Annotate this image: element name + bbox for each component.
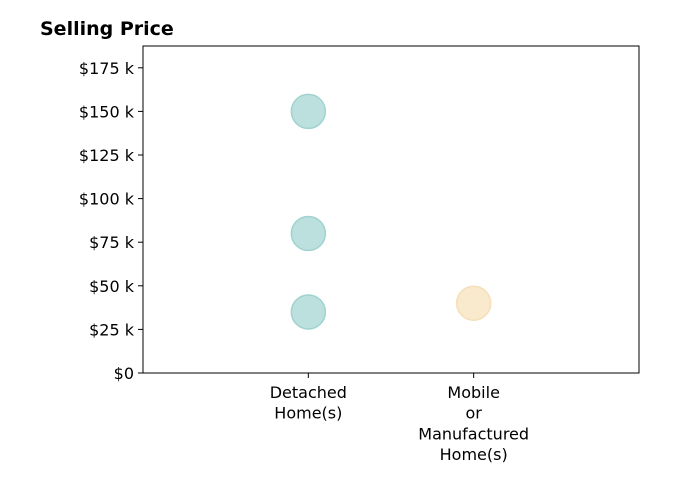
y-tick-label: $150 k	[79, 102, 135, 121]
x-tick-label: or	[465, 404, 482, 423]
x-tick-label: Home(s)	[274, 404, 342, 423]
y-tick-label: $100 k	[79, 190, 135, 209]
data-point	[455, 285, 492, 321]
y-tick-label: $175 k	[79, 59, 135, 78]
x-tick-label: Home(s)	[440, 445, 508, 464]
y-tick-label: $50 k	[89, 277, 135, 296]
x-tick-label: Manufactured	[418, 424, 529, 443]
data-point	[290, 215, 327, 252]
y-tick-label: $75 k	[89, 233, 135, 252]
y-axis: $0 $25 k $50 k $75 k $100 k $125 k $150 k $175 …	[79, 59, 143, 383]
data-point	[290, 93, 327, 130]
y-tick-label: $125 k	[79, 146, 135, 165]
data-point	[290, 294, 327, 330]
x-tick-label: Mobile	[447, 383, 499, 402]
chart-title: Selling Price	[40, 18, 174, 40]
y-tick-label: $25 k	[89, 320, 135, 339]
plot-area	[142, 45, 640, 374]
x-tick-label: Detached	[270, 383, 347, 402]
data-points	[290, 93, 492, 330]
y-tick-label: $0	[114, 364, 134, 383]
